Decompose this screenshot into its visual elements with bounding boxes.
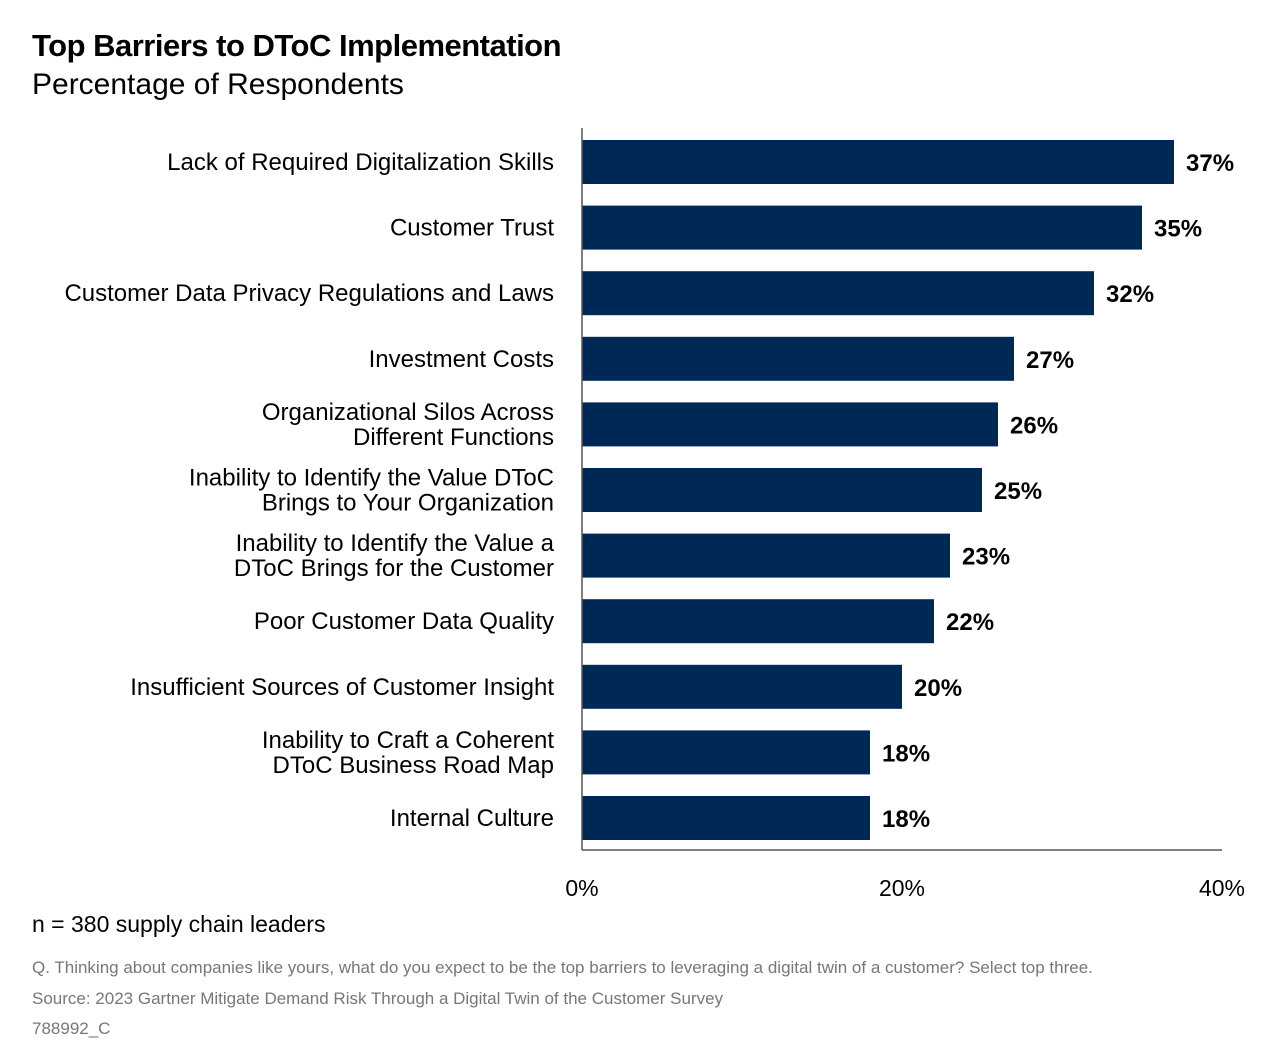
category-label: Internal Culture (390, 805, 554, 832)
x-tick-label: 20% (879, 875, 925, 901)
category-label: Investment Costs (369, 346, 554, 373)
chart-subtitle: Percentage of Respondents (32, 68, 404, 101)
value-label: 20% (914, 675, 962, 702)
bar (582, 271, 1094, 316)
value-label: 35% (1154, 216, 1202, 243)
category-label: Customer Trust (390, 215, 554, 242)
bar (582, 533, 950, 578)
bar (582, 336, 1014, 381)
value-label: 18% (882, 806, 930, 833)
value-label: 26% (1010, 412, 1058, 439)
value-label: 22% (946, 609, 994, 636)
category-label: Inability to Identify the Value a DToC Br… (234, 530, 555, 582)
bar (582, 140, 1174, 184)
survey-question: Q. Thinking about companies like yours, … (32, 958, 1093, 977)
figure-id: 788992_C (32, 1019, 111, 1038)
category-label: Inability to Craft a Coherent DToC Busine… (262, 727, 554, 779)
source-note: Source: 2023 Gartner Mitigate Demand Ris… (32, 989, 724, 1008)
value-label: 25% (994, 478, 1042, 505)
category-label: Inability to Identify the Value DToC Brin… (189, 465, 554, 517)
value-label: 32% (1106, 281, 1154, 308)
category-label: Insufficient Sources of Customer Insight (130, 674, 554, 701)
x-tick-label: 0% (565, 875, 598, 901)
category-label: Poor Customer Data Quality (254, 608, 554, 635)
x-tick-label: 40% (1199, 875, 1245, 901)
category-label: Customer Data Privacy Regulations and La… (64, 280, 554, 307)
bar (582, 664, 902, 709)
bar (582, 796, 870, 840)
bar (582, 205, 1142, 250)
bar (582, 730, 870, 775)
sample-size-note: n = 380 supply chain leaders (32, 911, 326, 937)
value-label: 18% (882, 740, 930, 767)
chart-title: Top Barriers to DToC Implementation (32, 28, 562, 63)
bar (582, 402, 998, 447)
bar (582, 599, 934, 644)
bar-chart: 37% Lack of Required Digitalization Skill… (64, 128, 1245, 901)
value-label: 37% (1186, 150, 1234, 177)
category-label: Lack of Required Digitalization Skills (167, 149, 554, 176)
value-label: 27% (1026, 347, 1074, 374)
category-label: Organizational Silos Across Different Fun… (262, 399, 554, 451)
value-label: 23% (962, 544, 1010, 571)
bar (582, 468, 982, 512)
